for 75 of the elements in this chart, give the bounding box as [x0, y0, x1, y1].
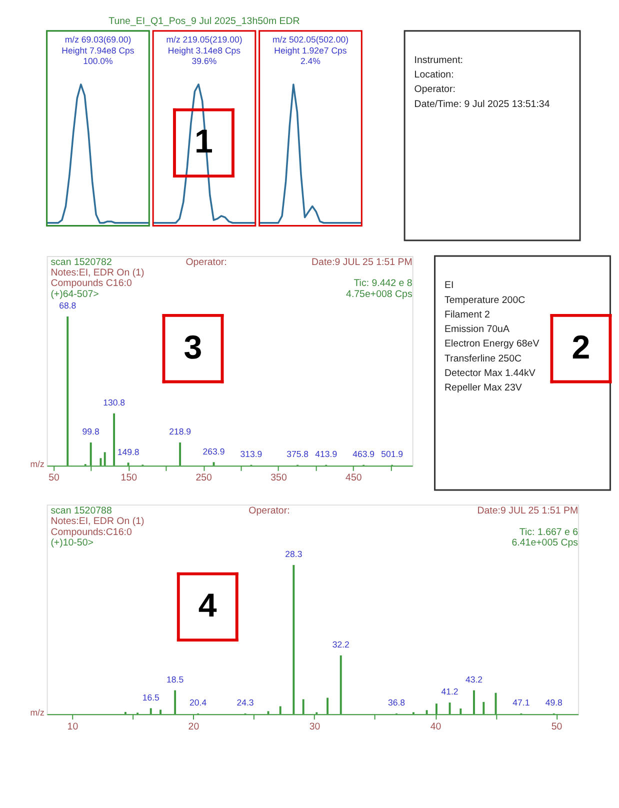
x-tick-label: 150	[120, 472, 138, 484]
text: Height 3.14e8 Cps	[168, 45, 242, 56]
text: Notes:EI, EDR On (1)	[50, 516, 144, 528]
annotation: 463.9	[352, 449, 375, 460]
text: Operator:	[414, 84, 456, 96]
text: scan 1520782	[50, 256, 112, 268]
annotation: 47.1	[512, 698, 530, 708]
annotation: 263.9	[202, 446, 225, 456]
text: Tune_EI_Q1_Pos_9 Jul 2025_13h50m EDR	[108, 16, 300, 27]
x-tick-label: 30	[309, 721, 321, 732]
text: Notes:EI, EDR On (1)	[50, 268, 144, 279]
text: Operator:	[248, 505, 290, 516]
x-tick-label: 250	[196, 472, 213, 484]
text: Location:	[414, 70, 454, 81]
text: EI	[444, 280, 454, 292]
text: (+)64-507>	[50, 288, 100, 300]
text: Transferline 250C	[444, 353, 522, 364]
text: 4.75e+008 Cps	[346, 288, 412, 300]
annotation: 49.8	[545, 698, 563, 708]
x-tick-label: 50	[551, 721, 563, 732]
annotation: 28.3	[285, 549, 302, 560]
text: 6.41e+005 Cps	[512, 538, 578, 549]
annotation: 18.5	[166, 674, 184, 685]
text: 39.6%	[192, 56, 217, 66]
x-tick-label: 350	[270, 472, 288, 484]
annotation: 313.9	[240, 449, 262, 460]
annotation: 41.2	[441, 686, 458, 697]
x-tick-label: 450	[346, 472, 362, 484]
text: Temperature 200C	[444, 294, 526, 306]
x-tick-label: 10	[67, 721, 79, 732]
text: Filament 2	[444, 309, 490, 320]
annotation: 36.8	[388, 698, 406, 708]
x-tick-label: 40	[430, 721, 442, 732]
text: m/z 219.05(219.00)	[166, 34, 242, 45]
annotation: 413.9	[315, 449, 338, 460]
annotation: 130.8	[103, 398, 126, 408]
text: Repeller Max 23V	[444, 382, 522, 394]
text: Instrument:	[414, 55, 463, 66]
text: Tic: 9.442 e 8	[354, 278, 412, 290]
text: 100.0%	[83, 56, 114, 66]
x-tick-label: 20	[188, 721, 200, 732]
annotation: 24.3	[236, 698, 254, 708]
annotation: 4	[198, 588, 218, 625]
text: Detector Max 1.44kV	[444, 368, 536, 379]
text: Date:9 JUL 25 1:51 PM	[312, 256, 412, 268]
text: Date/Time: 9 Jul 2025 13:51:34	[414, 98, 550, 110]
annotation: 3	[184, 329, 202, 366]
x-tick-label: 50	[48, 472, 60, 484]
annotation: 16.5	[142, 692, 160, 702]
annotation: 149.8	[117, 446, 140, 457]
text: Height 1.92e7 Cps	[274, 45, 348, 56]
text: m/z 69.03(69.00)	[64, 34, 132, 45]
text: Compounds C16:0	[50, 278, 132, 290]
annotation: 32.2	[332, 640, 350, 650]
annotation: 20.4	[190, 698, 207, 708]
annotation: 99.8	[82, 426, 100, 437]
text: 2.4%	[300, 56, 321, 66]
annotation: 375.8	[286, 449, 309, 460]
annotation: 501.9	[381, 449, 404, 460]
text: m/z 502.05(502.00)	[272, 34, 349, 45]
text: Electron Energy 68eV	[444, 338, 540, 350]
text: Emission 70uA	[444, 324, 510, 336]
text: (+)10-50>	[50, 538, 94, 549]
x-axis-title: m/z	[30, 708, 44, 718]
annotation: 68.8	[59, 300, 76, 311]
text: Tic: 1.667 e 6	[519, 526, 578, 538]
x-axis-title: m/z	[30, 459, 44, 470]
text: scan 1520788	[50, 505, 112, 516]
text: 2	[572, 329, 590, 366]
annotation: 43.2	[465, 674, 483, 685]
text: Compounds:C16:0	[50, 526, 132, 538]
text: Height 7.94e8 Cps	[62, 45, 135, 56]
annotation: 218.9	[169, 426, 192, 437]
text: Operator:	[186, 256, 227, 268]
text: Date:9 JUL 25 1:51 PM	[477, 505, 578, 516]
